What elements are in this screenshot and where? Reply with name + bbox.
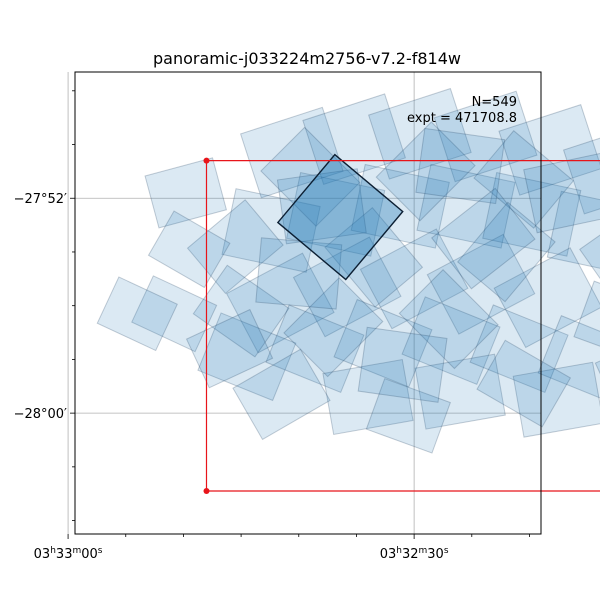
exposure-footprint (469, 304, 569, 394)
exposure-footprint (433, 90, 538, 183)
exposure-footprint (426, 233, 536, 335)
exposure-footprint (476, 339, 572, 428)
x-tick-label: 03h33m00s (34, 546, 103, 562)
exposure-footprint (579, 205, 600, 299)
target-box-layer (203, 157, 600, 495)
exposure-footprint (255, 237, 343, 310)
exposure-footprint (333, 298, 433, 388)
target-box (205, 160, 600, 492)
exposure-footprint (473, 130, 575, 229)
target-box-corner (203, 157, 210, 164)
exposure-footprint (562, 122, 600, 215)
exposure-footprint (232, 348, 331, 441)
exposure-footprint (185, 308, 274, 389)
exposure-footprint (375, 121, 476, 222)
grid-layer (67, 72, 541, 534)
exposure-footprint (456, 201, 556, 303)
highlighted-footprint (276, 153, 404, 281)
y-tick-label: −28°00′ (14, 407, 67, 422)
highlight-layer (276, 153, 404, 281)
exposure-footprint (283, 277, 384, 378)
exposure-footprint (265, 304, 365, 394)
exposure-footprint (96, 276, 178, 352)
exposure-footprint (322, 359, 414, 436)
exposure-footprint (523, 152, 600, 234)
exposure-footprint (416, 163, 516, 249)
exposure-footprint (537, 315, 600, 404)
exposure-footprint (350, 163, 450, 249)
exposure-footprint (357, 326, 448, 403)
exposure-footprint (192, 264, 290, 358)
exposure-footprint (493, 247, 600, 349)
tick-layer: 03h33m00s03h32m30s03h32m00s−27°52′−28°00… (14, 90, 530, 562)
exposure-footprint (365, 377, 451, 454)
exposure-footprint (197, 312, 297, 402)
exposure-footprint (482, 171, 582, 257)
x-tick-label: 03h32m30s (380, 546, 449, 562)
exposure-annotation: expt = 471708.8 (407, 111, 517, 126)
exposure-footprint (546, 190, 600, 276)
footprint-layer (96, 87, 600, 454)
exposure-footprint (131, 275, 218, 353)
exposure-footprint (359, 228, 469, 330)
exposure-footprint (286, 171, 386, 257)
exposure-footprint (147, 210, 231, 289)
exposure-footprint (225, 252, 335, 354)
chart-title: panoramic-j033224m2756-v7.2-f814w (153, 49, 461, 68)
exposure-footprint (324, 206, 424, 308)
count-annotation: N=549 (472, 95, 517, 110)
exposure-footprint (401, 296, 501, 385)
exposure-footprint (498, 104, 600, 196)
exposure-footprint (260, 126, 361, 227)
exposure-footprint (414, 353, 506, 430)
exposure-footprint (368, 87, 472, 180)
exposure-footprint (573, 280, 600, 364)
target-box-corner (203, 488, 210, 495)
exposure-footprint (398, 269, 499, 370)
exposure-footprint (431, 187, 536, 290)
exposure-footprint (221, 188, 321, 273)
exposure-footprint (292, 236, 402, 338)
exposure-footprint (512, 361, 600, 438)
y-tick-label: −27°52′ (14, 192, 67, 207)
plot-frame (74, 71, 542, 535)
